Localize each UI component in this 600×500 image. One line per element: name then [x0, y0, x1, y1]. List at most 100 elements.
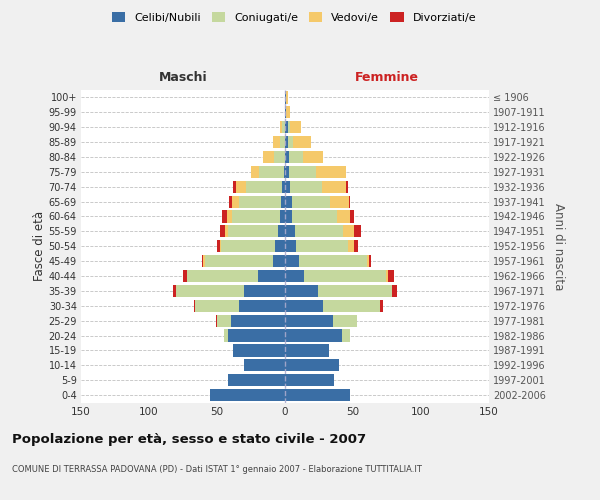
Bar [173, 285, 176, 297]
Bar [293, 136, 311, 148]
Bar [290, 121, 301, 134]
Bar [202, 255, 203, 267]
Bar [285, 374, 334, 386]
Text: Maschi: Maschi [158, 71, 208, 84]
Bar [215, 314, 217, 327]
Bar [284, 166, 285, 178]
Bar [285, 314, 332, 327]
Bar [337, 210, 350, 222]
Bar [236, 180, 245, 193]
Bar [296, 240, 347, 252]
Bar [217, 240, 220, 252]
Bar [285, 166, 289, 178]
Bar [187, 270, 258, 282]
Bar [349, 196, 350, 207]
Bar [350, 210, 355, 222]
Text: COMUNE DI TERRASSA PADOVANA (PD) - Dati ISTAT 1° gennaio 2007 - Elaborazione TUT: COMUNE DI TERRASSA PADOVANA (PD) - Dati … [12, 466, 422, 474]
Bar [392, 285, 397, 297]
Bar [205, 255, 273, 267]
Bar [203, 255, 205, 267]
Bar [278, 226, 285, 237]
Bar [221, 240, 275, 252]
Bar [285, 180, 290, 193]
Bar [273, 255, 285, 267]
Bar [355, 226, 361, 237]
Bar [285, 344, 329, 356]
Bar [228, 374, 285, 386]
Bar [285, 226, 295, 237]
Bar [285, 151, 289, 163]
Bar [210, 389, 285, 401]
Legend: Celibi/Nubili, Coniugati/e, Vedovi/e, Divorziati/e: Celibi/Nubili, Coniugati/e, Vedovi/e, Di… [107, 8, 481, 28]
Bar [281, 196, 285, 207]
Bar [285, 270, 304, 282]
Bar [229, 196, 232, 207]
Bar [239, 300, 285, 312]
Bar [227, 210, 232, 222]
Bar [355, 240, 358, 252]
Bar [233, 344, 285, 356]
Bar [380, 300, 383, 312]
Bar [183, 270, 187, 282]
Bar [224, 330, 228, 342]
Bar [282, 180, 285, 193]
Bar [232, 210, 280, 222]
Bar [289, 166, 316, 178]
Bar [299, 255, 367, 267]
Bar [285, 136, 288, 148]
Text: Femmine: Femmine [355, 71, 419, 84]
Bar [220, 226, 225, 237]
Bar [225, 226, 228, 237]
Bar [251, 166, 259, 178]
Bar [280, 121, 282, 134]
Bar [343, 226, 355, 237]
Bar [194, 300, 195, 312]
Bar [295, 226, 343, 237]
Bar [347, 240, 355, 252]
Bar [220, 240, 221, 252]
Bar [302, 151, 323, 163]
Bar [285, 255, 299, 267]
Text: Popolazione per età, sesso e stato civile - 2007: Popolazione per età, sesso e stato civil… [12, 432, 366, 446]
Bar [258, 270, 285, 282]
Bar [244, 359, 285, 372]
Bar [223, 210, 227, 222]
Bar [244, 285, 285, 297]
Bar [232, 196, 239, 207]
Bar [239, 196, 281, 207]
Bar [332, 314, 357, 327]
Bar [367, 255, 370, 267]
Bar [342, 330, 350, 342]
Bar [228, 330, 285, 342]
Bar [273, 136, 280, 148]
Bar [285, 106, 286, 118]
Bar [285, 285, 317, 297]
Bar [322, 180, 346, 193]
Bar [370, 255, 371, 267]
Bar [263, 151, 274, 163]
Bar [288, 121, 290, 134]
Bar [285, 300, 323, 312]
Bar [292, 196, 330, 207]
Y-axis label: Fasce di età: Fasce di età [32, 211, 46, 282]
Bar [288, 136, 293, 148]
Bar [285, 210, 292, 222]
Bar [346, 180, 347, 193]
Bar [230, 314, 285, 327]
Bar [285, 359, 340, 372]
Bar [285, 389, 350, 401]
Bar [388, 270, 394, 282]
Bar [285, 121, 288, 134]
Bar [330, 196, 349, 207]
Bar [285, 92, 286, 104]
Bar [323, 300, 380, 312]
Bar [304, 270, 386, 282]
Bar [316, 166, 346, 178]
Bar [317, 285, 392, 297]
Bar [285, 196, 292, 207]
Bar [245, 180, 282, 193]
Bar [292, 210, 337, 222]
Bar [280, 136, 285, 148]
Bar [386, 270, 388, 282]
Bar [275, 240, 285, 252]
